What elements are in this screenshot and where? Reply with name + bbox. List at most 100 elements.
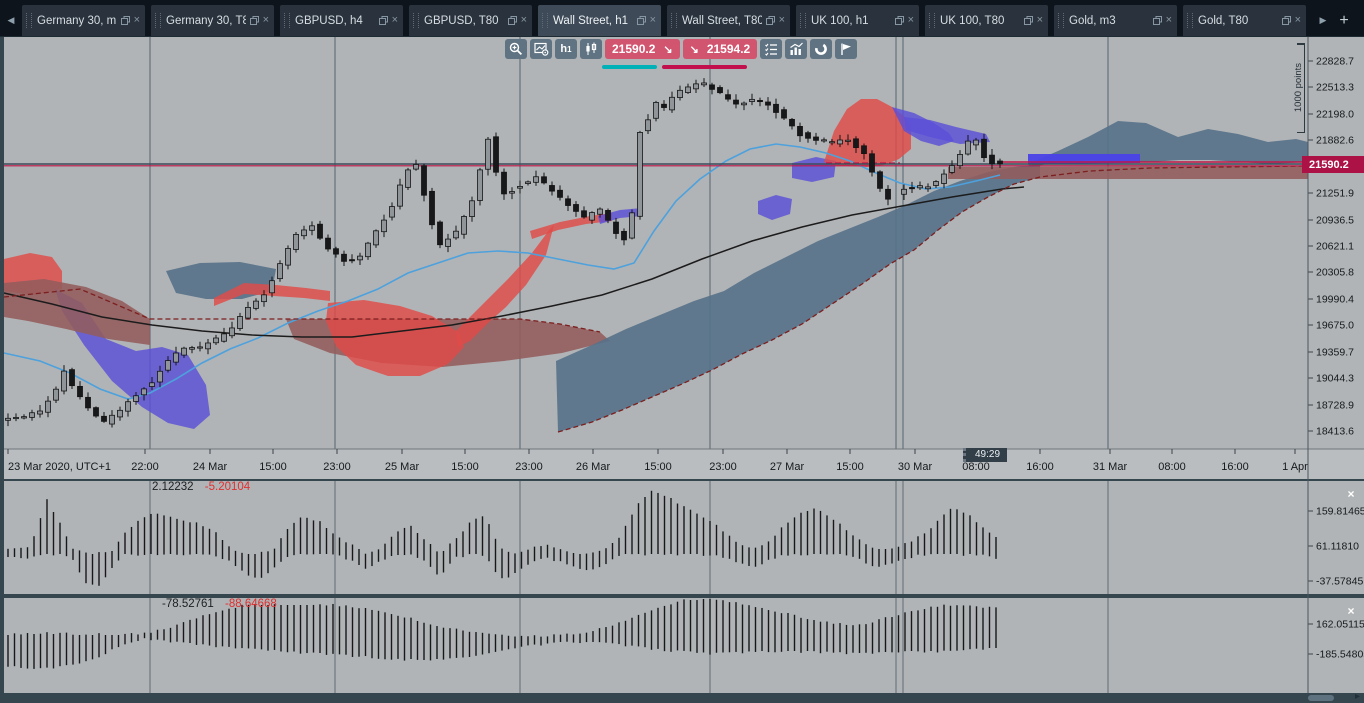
bottom-scrollbar[interactable]: ▸ bbox=[0, 691, 1364, 703]
panel-separator bbox=[0, 479, 1364, 481]
chart-settings-button[interactable] bbox=[530, 39, 552, 59]
candle bbox=[13, 417, 19, 420]
tab-uk-100-t80[interactable]: UK 100, T80 × bbox=[925, 5, 1048, 36]
objects-list-button[interactable] bbox=[760, 39, 783, 59]
indicators-icon bbox=[789, 42, 803, 55]
price-tick-label: 19359.7 bbox=[1316, 347, 1354, 359]
doughnut-icon bbox=[815, 43, 828, 55]
time-axis[interactable] bbox=[0, 449, 1364, 479]
quick-trade-button[interactable] bbox=[835, 39, 858, 59]
popout-icon[interactable] bbox=[636, 16, 646, 25]
candle bbox=[125, 401, 131, 412]
candle bbox=[229, 327, 235, 337]
popout-icon[interactable] bbox=[378, 16, 388, 25]
tab-drag-handle[interactable] bbox=[284, 13, 290, 28]
ichimoku-clouds bbox=[4, 99, 1308, 432]
tab-gbpusd-t80[interactable]: GBPUSD, T80 × bbox=[409, 5, 532, 36]
close-icon[interactable]: × bbox=[907, 14, 914, 26]
chart-type-button[interactable] bbox=[580, 39, 602, 59]
popout-icon[interactable] bbox=[507, 16, 517, 25]
candle bbox=[549, 185, 555, 192]
panel2-values: -78.52761 -88.64668 bbox=[162, 598, 277, 610]
market-sentiment-button[interactable] bbox=[810, 39, 833, 59]
candle bbox=[957, 154, 963, 167]
sell-button[interactable]: 21590.2 ↘ bbox=[605, 39, 680, 59]
tab-scroll-left-button[interactable]: ◀ bbox=[7, 15, 15, 25]
scrollbar-right-icon[interactable]: ▸ bbox=[1354, 691, 1360, 702]
price-axis[interactable]: 22828.7 22513.3 22198.0 21882.6 21251.9 20936… bbox=[1308, 37, 1364, 449]
tab-drag-handle[interactable] bbox=[542, 13, 548, 28]
candle bbox=[309, 225, 315, 231]
candle bbox=[613, 221, 619, 234]
price-tick-label: 18728.9 bbox=[1316, 400, 1354, 412]
close-icon[interactable]: × bbox=[649, 14, 656, 26]
tab-drag-handle[interactable] bbox=[929, 13, 935, 28]
candle bbox=[109, 414, 115, 425]
tab-drag-handle[interactable] bbox=[671, 13, 677, 28]
tab-gold-t80[interactable]: Gold, T80 × bbox=[1183, 5, 1306, 36]
close-icon[interactable]: × bbox=[520, 14, 527, 26]
close-icon[interactable]: × bbox=[262, 14, 269, 26]
timeframe-sub: 1 bbox=[567, 44, 572, 54]
close-icon[interactable]: × bbox=[133, 14, 140, 26]
tab-label: GBPUSD, T80 bbox=[424, 14, 499, 27]
tab-drag-handle[interactable] bbox=[413, 13, 419, 28]
scrollbar-thumb[interactable] bbox=[1308, 695, 1334, 701]
price-scale-widget[interactable]: 1000 points bbox=[1280, 43, 1305, 133]
candle bbox=[317, 223, 323, 239]
chart-tab-bar: ◀ Germany 30, m1×Germany 30, T80×GBPUSD,… bbox=[0, 0, 1364, 36]
buy-button[interactable]: ↘ 21594.2 bbox=[682, 39, 758, 59]
candle bbox=[421, 165, 427, 196]
tab-wall-street-t80[interactable]: Wall Street, T80 × bbox=[667, 5, 790, 36]
candlestick-icon bbox=[586, 42, 597, 55]
indicators-button[interactable] bbox=[785, 39, 808, 59]
close-icon[interactable]: × bbox=[1294, 14, 1301, 26]
tab-drag-handle[interactable] bbox=[155, 13, 161, 28]
tab-germany-30-m1[interactable]: Germany 30, m1 × bbox=[22, 5, 145, 36]
candle bbox=[93, 407, 99, 417]
candle bbox=[501, 171, 507, 195]
tab-scroll-right-button[interactable]: ▶ bbox=[1319, 15, 1327, 25]
popout-icon[interactable] bbox=[1023, 16, 1033, 25]
tab-gold-m3[interactable]: Gold, m3 × bbox=[1054, 5, 1177, 36]
tab-gbpusd-h4[interactable]: GBPUSD, h4 × bbox=[280, 5, 403, 36]
popout-icon[interactable] bbox=[1152, 16, 1162, 25]
close-icon[interactable]: × bbox=[778, 14, 785, 26]
panel1-close-button[interactable]: × bbox=[1347, 487, 1355, 501]
close-icon[interactable]: × bbox=[391, 14, 398, 26]
zoom-in-button[interactable] bbox=[505, 39, 527, 59]
tab-wall-street-h1[interactable]: Wall Street, h1 × bbox=[538, 5, 661, 36]
close-icon[interactable]: × bbox=[1036, 14, 1043, 26]
tab-germany-30-t80[interactable]: Germany 30, T80 × bbox=[151, 5, 274, 36]
tab-drag-handle[interactable] bbox=[1058, 13, 1064, 28]
panel2-close-button[interactable]: × bbox=[1347, 604, 1355, 618]
candle bbox=[845, 139, 851, 142]
chart-canvas[interactable]: 23 Mar 2020, UTC+1 22:00 24 Mar 15:00 23:00 2… bbox=[0, 37, 1364, 694]
tab-drag-handle[interactable] bbox=[800, 13, 806, 28]
tab-drag-handle[interactable] bbox=[26, 13, 32, 28]
new-chart-tab-button[interactable]: + bbox=[1339, 11, 1349, 29]
checklist-icon bbox=[765, 43, 778, 56]
tab-drag-handle[interactable] bbox=[1187, 13, 1193, 28]
candle bbox=[213, 337, 219, 344]
popout-icon[interactable] bbox=[249, 16, 259, 25]
magnifier-plus-icon bbox=[509, 42, 523, 56]
candle bbox=[869, 153, 875, 173]
time-tick-label: 27 Mar bbox=[770, 461, 805, 473]
popout-icon[interactable] bbox=[765, 16, 775, 25]
popout-icon[interactable] bbox=[1281, 16, 1291, 25]
candle bbox=[325, 237, 331, 250]
popout-icon[interactable] bbox=[894, 16, 904, 25]
candle bbox=[493, 136, 499, 173]
time-tick-label: 26 Mar bbox=[576, 461, 611, 473]
candle bbox=[445, 238, 451, 247]
popout-icon[interactable] bbox=[120, 16, 130, 25]
candle bbox=[101, 415, 107, 422]
tab-uk-100-h1[interactable]: UK 100, h1 × bbox=[796, 5, 919, 36]
candle bbox=[941, 173, 947, 184]
candle bbox=[429, 190, 435, 226]
candle bbox=[597, 208, 603, 215]
close-icon[interactable]: × bbox=[1165, 14, 1172, 26]
